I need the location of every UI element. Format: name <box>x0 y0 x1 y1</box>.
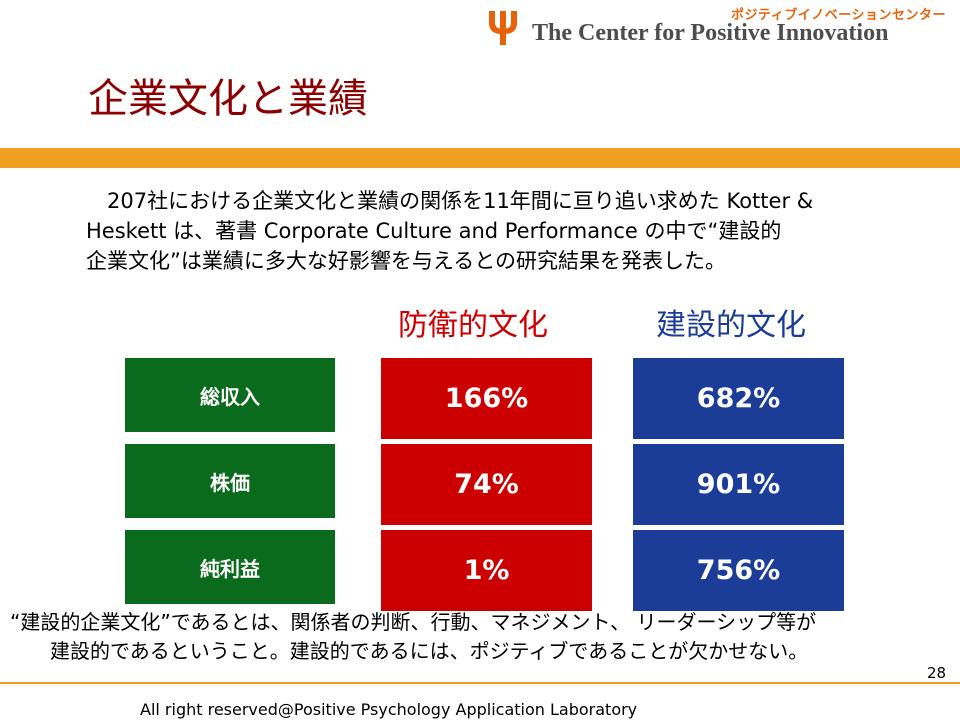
intro-line: 企業文化”は業績に多大な好影響を与えるとの研究結果を発表した。 <box>86 249 727 273</box>
defensive-value-revenue: 166% <box>381 358 592 439</box>
title-divider-bar <box>0 148 960 168</box>
row-label-revenue: 総収入 <box>125 358 335 432</box>
intro-line: 207社における企業文化と業績の関係を11年間に亘り追い求めた Kotter & <box>86 189 814 213</box>
footer-rule <box>0 682 960 684</box>
intro-line: Heskett は、著書 Corporate Culture and Perfo… <box>86 219 782 243</box>
footer-note-line: “建設的企業文化”であるとは、関係者の判断、行動、マネジメント、 リーダーシップ… <box>10 610 817 634</box>
footer-note: “建設的企業文化”であるとは、関係者の判断、行動、マネジメント、 リーダーシップ… <box>10 608 950 666</box>
column-header-constructive: 建設的文化 <box>656 308 806 343</box>
constructive-value-revenue: 682% <box>633 358 844 439</box>
row-label-stock-price: 株価 <box>125 444 335 518</box>
org-name-kana: ポジティブイノベーションセンター <box>731 8 946 23</box>
org-name: The Center for Positive Innovation <box>532 20 889 46</box>
constructive-value-net-income: 756% <box>633 530 844 611</box>
row-label-net-income: 純利益 <box>125 530 335 604</box>
defensive-value-stock-price: 74% <box>381 444 592 525</box>
page-number: 28 <box>927 664 947 682</box>
defensive-value-net-income: 1% <box>381 530 592 611</box>
psi-icon <box>489 11 517 45</box>
copyright-text: All right reserved@Positive Psychology A… <box>140 700 638 719</box>
column-header-defensive: 防衛的文化 <box>398 308 548 343</box>
constructive-value-stock-price: 901% <box>633 444 844 525</box>
intro-paragraph: 207社における企業文化と業績の関係を11年間に亘り追い求めた Kotter &… <box>86 186 926 276</box>
footer-note-line: 建設的であるということ。建設的であるには、ポジティブであることが欠かせない。 <box>10 639 809 663</box>
slide-title: 企業文化と業績 <box>88 76 368 122</box>
